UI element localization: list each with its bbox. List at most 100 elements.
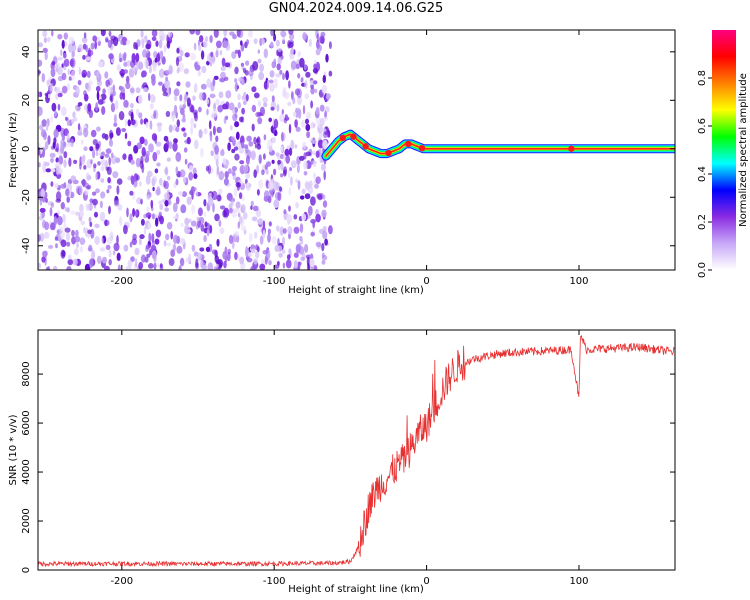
noise-blob [154, 168, 159, 174]
noise-blob [250, 248, 256, 254]
noise-blob [57, 209, 61, 216]
noise-blob [101, 133, 107, 139]
noise-blob [299, 236, 303, 242]
noise-blob [252, 205, 259, 212]
noise-blob [303, 171, 308, 176]
noise-blob [148, 263, 154, 269]
noise-blob [67, 68, 70, 76]
noise-blob [237, 254, 240, 262]
noise-blob [178, 62, 185, 72]
noise-blob [39, 199, 43, 206]
noise-blob [228, 168, 232, 175]
noise-blob [130, 111, 134, 122]
noise-blob [322, 200, 328, 208]
noise-blob [173, 88, 180, 97]
noise-blob [129, 213, 133, 223]
noise-blob [230, 125, 233, 131]
noise-blob [301, 188, 306, 195]
noise-blob [193, 123, 197, 129]
noise-blob [232, 113, 238, 122]
noise-blob [99, 211, 106, 222]
noise-blob [221, 57, 226, 67]
noise-blob [305, 118, 309, 125]
noise-blob [302, 141, 307, 150]
noise-blob [258, 217, 264, 226]
noise-blob [307, 205, 313, 216]
noise-blob [279, 226, 284, 236]
noise-blob [108, 129, 114, 140]
noise-blob [172, 215, 178, 220]
noise-blob [299, 57, 305, 68]
noise-blob [231, 210, 237, 218]
snr-xtick-label: 0 [423, 576, 429, 587]
noise-blob [186, 196, 192, 205]
noise-blob [87, 204, 93, 210]
noise-blob [253, 92, 260, 99]
noise-blob [127, 259, 133, 267]
noise-blob [140, 198, 143, 205]
noise-blob [135, 61, 139, 72]
noise-blob [100, 30, 106, 37]
noise-blob [297, 180, 301, 190]
spectrogram-ytick-label: 40 [21, 45, 32, 58]
noise-blob [304, 80, 308, 89]
noise-blob [222, 103, 229, 110]
noise-blob [135, 157, 141, 168]
noise-blob [282, 228, 287, 234]
noise-blob [74, 104, 78, 111]
noise-blob [152, 151, 158, 162]
noise-blob [50, 181, 54, 187]
noise-blob [206, 78, 212, 88]
noise-blob [181, 191, 187, 198]
noise-blob [140, 118, 144, 125]
noise-blob [250, 200, 254, 207]
noise-blob [212, 78, 216, 87]
noise-blob [72, 258, 78, 266]
noise-blob [139, 237, 142, 246]
noise-blob [246, 182, 249, 187]
noise-blob [129, 190, 134, 196]
noise-blob [79, 237, 86, 245]
noise-blob [191, 204, 196, 215]
noise-blob [145, 175, 151, 185]
spectrogram-xtick-label: 0 [423, 276, 429, 287]
noise-blob [310, 139, 317, 144]
noise-blob [116, 185, 120, 195]
noise-blob [150, 199, 154, 209]
noise-blob [51, 60, 56, 66]
noise-blob [268, 117, 273, 123]
noise-blob [253, 169, 257, 179]
noise-blob [283, 166, 288, 175]
noise-blob [52, 141, 56, 149]
noise-blob [96, 255, 102, 264]
noise-blob [61, 39, 65, 49]
noise-blob [215, 158, 219, 167]
noise-blob [188, 253, 192, 262]
noise-blob [310, 218, 316, 224]
noise-blob [299, 223, 304, 234]
noise-blob [123, 99, 129, 108]
noise-blob [40, 129, 47, 138]
noise-blob [313, 172, 317, 180]
noise-blob [41, 73, 45, 83]
noise-blob [166, 222, 173, 230]
noise-blob [63, 32, 68, 40]
spectrogram-frame [37, 29, 676, 271]
noise-blob [276, 63, 281, 71]
noise-blob [190, 220, 197, 227]
noise-blob [179, 257, 185, 267]
noise-blob [220, 66, 226, 71]
noise-blob [262, 250, 269, 255]
noise-blob [279, 153, 285, 160]
noise-blob [287, 101, 292, 107]
noise-blob [299, 155, 305, 161]
noise-blob [269, 83, 275, 92]
noise-blob [38, 142, 41, 148]
spectrogram-ytick-label: 0 [21, 146, 32, 152]
noise-blob [51, 102, 57, 112]
noise-blob [164, 192, 170, 200]
noise-blob [161, 33, 167, 38]
noise-blob [216, 263, 219, 268]
noise-blob [183, 132, 187, 138]
noise-blob [208, 120, 212, 130]
